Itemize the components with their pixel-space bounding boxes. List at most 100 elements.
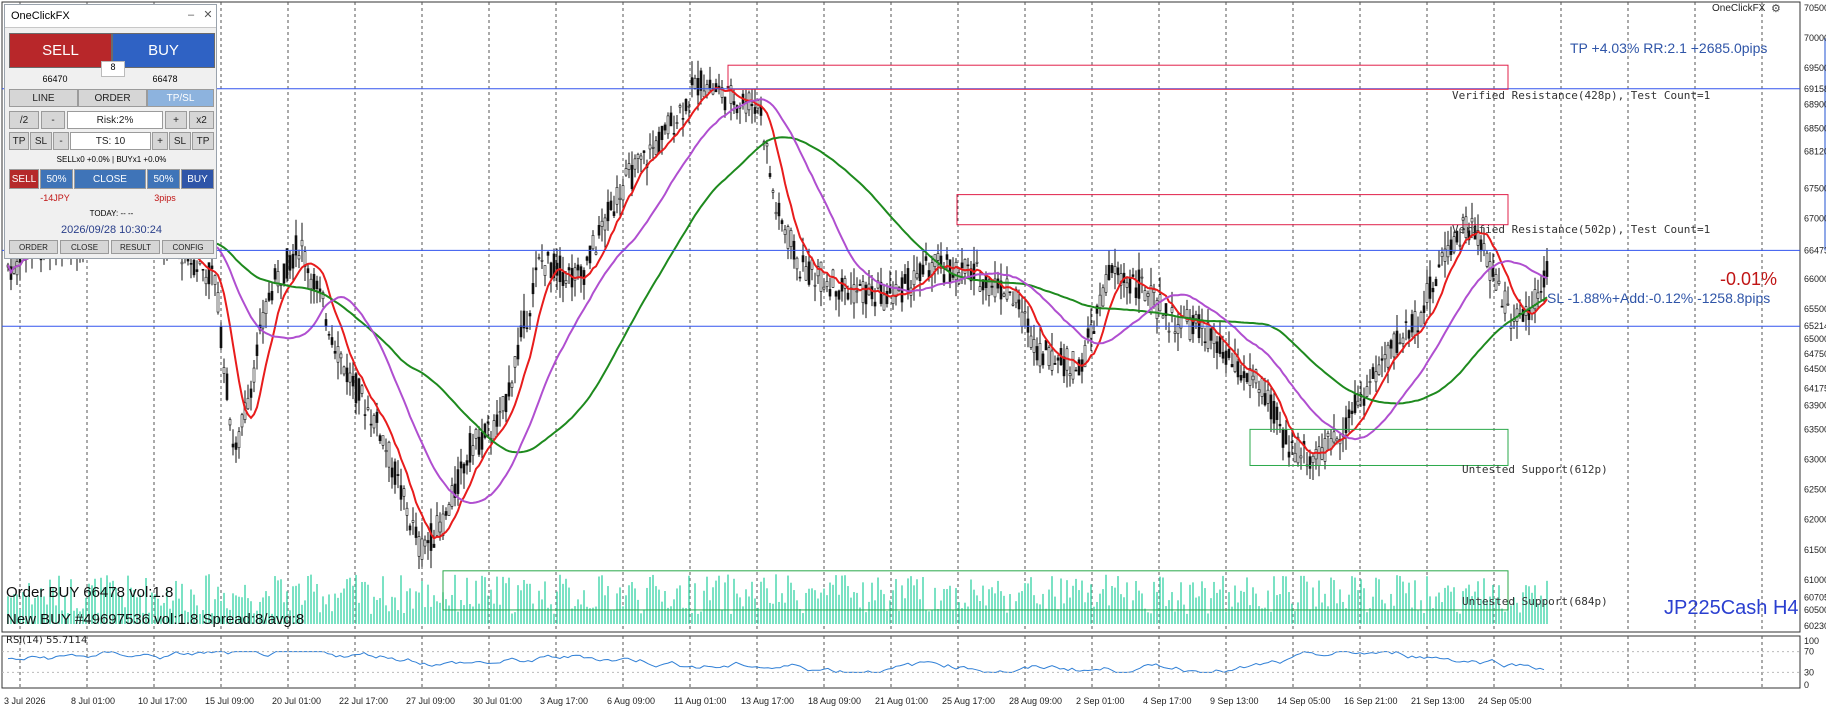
candle-body: [1401, 337, 1405, 344]
double-risk-button[interactable]: x2: [189, 111, 214, 129]
ma-fast-line: [7, 86, 1548, 540]
candle-body: [1191, 315, 1195, 335]
time-tick-label: 30 Jul 01:00: [473, 696, 522, 706]
candle-body: [564, 279, 568, 284]
candle-body: [804, 266, 808, 281]
buy-half-button[interactable]: 50%: [147, 169, 180, 189]
price-tick-label: 64500: [1804, 364, 1826, 374]
time-tick-label: 22 Jul 17:00: [339, 696, 388, 706]
brand-label: OneClickFX: [1712, 3, 1766, 14]
tab-order[interactable]: ORDER: [78, 89, 147, 107]
candle-body: [495, 414, 499, 427]
time-tick-label: 13 Aug 17:00: [741, 696, 794, 706]
candle-body: [1239, 375, 1243, 381]
candle-body: [1095, 305, 1099, 314]
sl-left-button[interactable]: SL: [30, 132, 52, 150]
candle-body: [1242, 371, 1246, 379]
risk-field[interactable]: Risk:2%: [67, 111, 163, 129]
candle-body: [822, 286, 826, 290]
risk-minus-button[interactable]: -: [41, 111, 65, 129]
candle-body: [1380, 358, 1384, 361]
candle-body: [1257, 389, 1261, 393]
panel-titlebar: OneClickFX – ✕: [5, 5, 216, 28]
candle-body: [1422, 305, 1426, 313]
candle-body: [231, 443, 235, 448]
candle-body: [954, 261, 958, 281]
candle-body: [483, 423, 487, 438]
candle-body: [1143, 290, 1147, 302]
candle-body: [261, 312, 265, 329]
tp-right-button[interactable]: TP: [192, 132, 214, 150]
candle-body: [723, 96, 727, 111]
candle-body: [813, 284, 817, 287]
candle-body: [1203, 341, 1207, 344]
sell-close-button[interactable]: SELL: [9, 169, 39, 189]
candle-body: [1425, 283, 1429, 303]
tab-line[interactable]: LINE: [9, 89, 78, 107]
sell-button[interactable]: SELL: [9, 33, 112, 68]
candle-body: [876, 280, 880, 289]
candle-body: [393, 461, 397, 485]
tab-tpsl[interactable]: TP/SL: [147, 89, 214, 107]
price-tick-label: 60705: [1804, 593, 1826, 603]
buy-button[interactable]: BUY: [112, 33, 215, 68]
candle-body: [795, 257, 799, 270]
candle-body: [924, 256, 928, 261]
ts-minus-button[interactable]: -: [53, 132, 69, 150]
result-tab[interactable]: RESULT: [111, 240, 160, 254]
candle-body: [819, 261, 823, 292]
spread-value: 8: [101, 61, 125, 77]
settings-icon[interactable]: ⚙: [1771, 3, 1781, 15]
config-tab[interactable]: CONFIG: [162, 240, 214, 254]
rsi-frame: [1, 635, 1801, 689]
price-tick-label: 67500: [1804, 184, 1826, 194]
candle-body: [846, 292, 850, 300]
candle-body: [516, 344, 520, 360]
candle-body: [270, 291, 274, 301]
candle-body: [921, 264, 925, 275]
rsi-tick-label: 100: [1804, 636, 1819, 646]
candle-body: [1476, 230, 1480, 246]
sl-label: SL -1.88%+Add:-0.12% -1258.8pips: [1547, 290, 1771, 306]
time-tick-label: 14 Sep 05:00: [1277, 696, 1331, 706]
candle-body: [1176, 324, 1180, 334]
candle-body: [234, 442, 238, 450]
candle-body: [378, 435, 382, 441]
sell-half-button[interactable]: 50%: [40, 169, 73, 189]
candle-body: [633, 158, 637, 170]
candle-body: [1155, 300, 1159, 320]
buy-close-button[interactable]: BUY: [181, 169, 214, 189]
risk-plus-button[interactable]: +: [165, 111, 187, 129]
minimize-icon[interactable]: –: [187, 9, 195, 21]
half-risk-button[interactable]: /2: [9, 111, 39, 129]
close-tab[interactable]: CLOSE: [60, 240, 109, 254]
candle-body: [1494, 274, 1498, 291]
price-tick-label: 61500: [1804, 545, 1826, 555]
candle-body: [750, 103, 754, 107]
time-tick-label: 11 Aug 01:00: [674, 696, 726, 706]
candle-body: [1395, 330, 1399, 353]
order-tab[interactable]: ORDER: [9, 240, 58, 254]
candle-body: [942, 274, 946, 283]
price-tick-label: 64750: [1804, 349, 1826, 359]
candle-body: [1362, 398, 1366, 406]
trailing-stop-field[interactable]: TS: 10: [70, 132, 151, 150]
candle-body: [1323, 438, 1327, 462]
close-icon[interactable]: ✕: [203, 9, 213, 21]
candle-body: [1071, 351, 1075, 380]
candle-body: [1104, 274, 1108, 293]
price-tick-label: 66000: [1804, 274, 1826, 284]
close-all-button[interactable]: CLOSE: [74, 169, 146, 189]
candle-body: [201, 268, 205, 271]
candle-body: [672, 132, 676, 135]
candle-body: [609, 200, 613, 210]
candle-body: [1188, 317, 1192, 340]
candle-body: [1248, 368, 1252, 386]
candle-body: [720, 87, 724, 98]
candle-body: [600, 220, 604, 227]
tp-zone-bar: [1824, 38, 1826, 251]
sl-right-button[interactable]: SL: [169, 132, 191, 150]
tp-left-button[interactable]: TP: [9, 132, 29, 150]
candle-body: [204, 276, 208, 285]
ts-plus-button[interactable]: +: [152, 132, 168, 150]
